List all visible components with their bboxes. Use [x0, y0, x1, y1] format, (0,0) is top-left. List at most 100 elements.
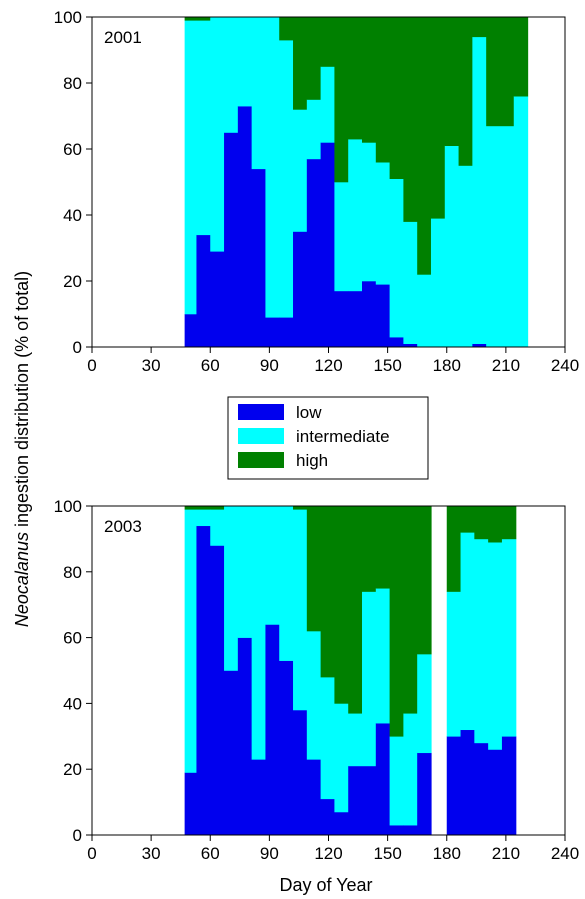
- x-tick-label-2003-210: 210: [492, 844, 520, 863]
- y-axis-label: Neocalanus ingestion distribution (% of …: [12, 271, 32, 627]
- bar-2003-21-low: [488, 749, 503, 836]
- bar-2001-4-intermediate: [237, 17, 253, 107]
- y-axis-label-rest: ingestion distribution (% of total): [12, 271, 32, 532]
- bar-2001-7-low: [279, 317, 294, 348]
- bar-2001-9-low: [306, 158, 322, 348]
- bar-2001-23-intermediate: [499, 125, 515, 348]
- bar-2001-10-intermediate: [320, 66, 336, 143]
- bar-2001-5-intermediate: [251, 17, 267, 170]
- bar-2003-7-low: [279, 660, 294, 836]
- bar-2001-11-intermediate: [334, 182, 349, 292]
- bar-2003-15-low: [389, 825, 404, 836]
- bar-2001-19-high: [444, 17, 460, 146]
- bar-2003-19-intermediate: [460, 532, 475, 731]
- bar-2003-3-intermediate: [224, 506, 239, 671]
- y-tick-label-2001-80: 80: [63, 74, 82, 93]
- bar-2003-5-low: [251, 759, 267, 836]
- bar-2003-6-low: [265, 624, 280, 836]
- panel-label-2001: 2001: [104, 28, 142, 47]
- bar-2003-0-low: [184, 772, 198, 836]
- bar-2001-21-high: [472, 17, 487, 38]
- bar-2001-12-high: [348, 17, 363, 140]
- bar-2003-13-low: [362, 765, 377, 836]
- bar-2003-14-low: [375, 723, 391, 836]
- bar-2003-19-high: [460, 506, 475, 533]
- bar-2003-22-intermediate: [501, 538, 517, 737]
- x-tick-label-2003-150: 150: [373, 844, 401, 863]
- bar-2001-2-low: [210, 251, 225, 348]
- bar-2001-8-high: [293, 17, 308, 110]
- y-tick-label-2001-40: 40: [63, 206, 82, 225]
- y-tick-label-2001-0: 0: [73, 338, 82, 357]
- bar-2001-22-intermediate: [486, 125, 501, 348]
- x-axis-label: Day of Year: [279, 875, 372, 895]
- bar-2001-24-high: [513, 17, 529, 97]
- bar-2003-18-intermediate: [446, 591, 462, 737]
- bar-2003-12-high: [348, 506, 363, 714]
- legend-swatch-low: [238, 404, 284, 420]
- bar-2003-16-low: [403, 825, 418, 836]
- bar-2003-1-high: [196, 506, 211, 510]
- bar-2001-3-low: [224, 132, 239, 348]
- legend-swatch-high: [238, 452, 284, 468]
- bar-2003-9-high: [306, 506, 322, 632]
- bar-2001-9-high: [306, 17, 322, 100]
- bar-2001-2-intermediate: [210, 17, 225, 252]
- bar-2001-17-intermediate: [417, 274, 432, 348]
- bar-2001-6-intermediate: [265, 17, 280, 318]
- bar-2003-3-low: [224, 670, 239, 836]
- panel-label-2003: 2003: [104, 517, 142, 536]
- bar-2003-12-low: [348, 765, 363, 836]
- bar-2003-1-intermediate: [196, 509, 211, 527]
- bar-2003-7-intermediate: [279, 506, 294, 661]
- x-tick-label-2003-120: 120: [314, 844, 342, 863]
- bar-2003-22-low: [501, 736, 517, 836]
- bar-2003-11-intermediate: [334, 703, 349, 813]
- bar-2001-0-intermediate: [184, 20, 198, 315]
- bar-2003-20-low: [474, 742, 489, 836]
- bar-2001-8-low: [293, 231, 308, 348]
- x-tick-label-2001-210: 210: [492, 356, 520, 375]
- bar-2003-5-intermediate: [251, 506, 267, 760]
- bar-2001-7-high: [279, 17, 294, 41]
- bar-2001-14-low: [375, 284, 391, 348]
- bar-2001-13-low: [362, 281, 377, 348]
- bar-2003-2-intermediate: [210, 509, 225, 546]
- bar-2001-10-low: [320, 142, 336, 348]
- bar-2003-17-intermediate: [417, 654, 432, 754]
- bar-2001-15-intermediate: [389, 178, 404, 338]
- bar-2001-18-high: [430, 17, 446, 219]
- y-tick-label-2003-40: 40: [63, 694, 82, 713]
- bar-2003-2-low: [210, 545, 225, 836]
- legend-label-low: low: [296, 403, 322, 422]
- y-tick-label-2003-0: 0: [73, 826, 82, 845]
- bar-2001-3-intermediate: [224, 17, 239, 133]
- x-tick-label-2003-60: 60: [201, 844, 220, 863]
- panel-2001: 0 30 60 90 120 150 180 210 240 0 20 40 60 80 100 2001: [54, 8, 580, 375]
- bar-2001-14-intermediate: [375, 162, 391, 285]
- y-tick-label-2003-100: 100: [54, 497, 82, 516]
- bar-2003-13-intermediate: [362, 591, 377, 767]
- bar-2003-10-high: [320, 506, 336, 678]
- legend-swatch-intermediate: [238, 428, 284, 444]
- bar-2003-20-intermediate: [474, 538, 489, 744]
- bar-2003-8-high: [293, 506, 308, 510]
- legend-label-high: high: [296, 451, 328, 470]
- bar-2001-20-high: [458, 17, 473, 166]
- bar-2003-17-low: [417, 752, 432, 836]
- bar-2001-7-intermediate: [279, 40, 294, 318]
- bar-2003-10-low: [320, 798, 336, 836]
- bar-2003-16-intermediate: [403, 713, 418, 826]
- bar-2001-1-intermediate: [196, 20, 211, 236]
- bar-2003-16-high: [403, 506, 418, 714]
- bar-2003-2-high: [210, 506, 225, 510]
- bar-2003-8-low: [293, 709, 308, 836]
- bar-2001-23-high: [499, 17, 515, 127]
- bar-2001-11-high: [334, 17, 349, 183]
- x-tick-label-2001-30: 30: [142, 356, 161, 375]
- bar-2003-18-high: [446, 506, 462, 592]
- bar-2001-9-intermediate: [306, 99, 322, 160]
- bar-2003-1-low: [196, 525, 211, 836]
- x-tick-label-2001-150: 150: [373, 356, 401, 375]
